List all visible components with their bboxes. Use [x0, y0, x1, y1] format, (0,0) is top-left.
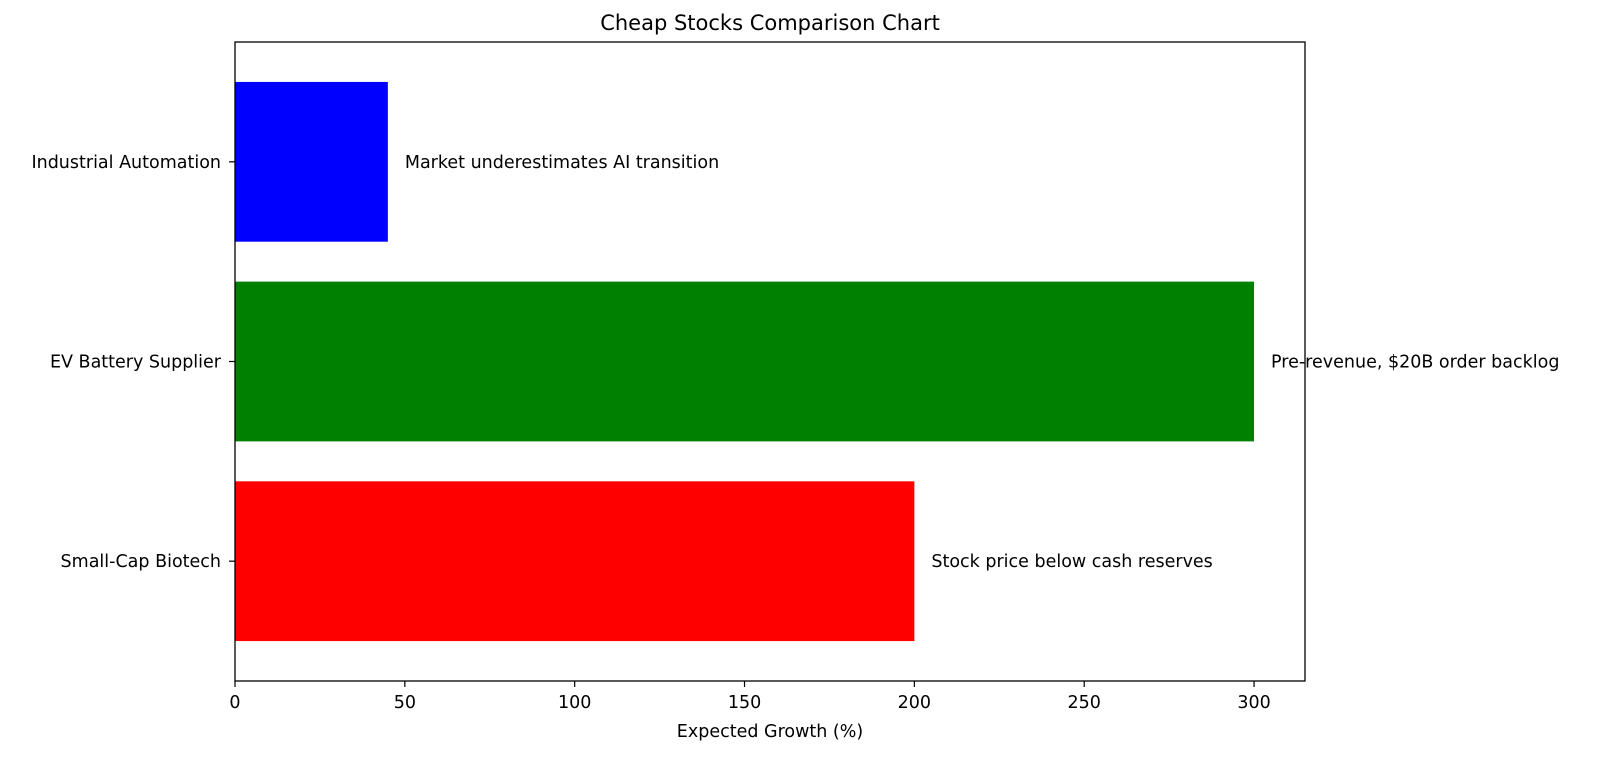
y-axis: Small-Cap Biotech EV Battery Supplier Indu…	[31, 153, 235, 572]
bars-layer	[235, 81, 1255, 642]
bar-small-cap-biotech	[235, 481, 915, 642]
y-tick-label-ev-battery-supplier: EV Battery Supplier	[50, 353, 222, 373]
x-tick-label-250: 250	[1068, 693, 1101, 713]
annotation-ev-battery-supplier: Pre-revenue, $20B order backlog	[1271, 353, 1559, 373]
bar-industrial-automation	[235, 81, 388, 242]
x-tick-label-50: 50	[394, 693, 416, 713]
x-tick-label-150: 150	[728, 693, 761, 713]
annotation-industrial-automation: Market underestimates AI transition	[405, 153, 719, 173]
y-tick-label-industrial-automation: Industrial Automation	[31, 153, 221, 173]
x-tick-label-200: 200	[898, 693, 931, 713]
x-axis-label: Expected Growth (%)	[677, 722, 863, 742]
y-tick-label-small-cap-biotech: Small-Cap Biotech	[61, 552, 221, 572]
annotation-small-cap-biotech: Stock price below cash reserves	[931, 552, 1212, 572]
x-axis: 0 50 100 150 200 250 300	[229, 681, 1271, 713]
x-tick-label-300: 300	[1237, 693, 1270, 713]
chart-title: Cheap Stocks Comparison Chart	[600, 11, 940, 35]
annotations-layer: Stock price below cash reserves Pre-reven…	[405, 153, 1560, 572]
bar-ev-battery-supplier	[235, 281, 1255, 442]
x-tick-label-100: 100	[558, 693, 591, 713]
x-tick-label-0: 0	[229, 693, 240, 713]
